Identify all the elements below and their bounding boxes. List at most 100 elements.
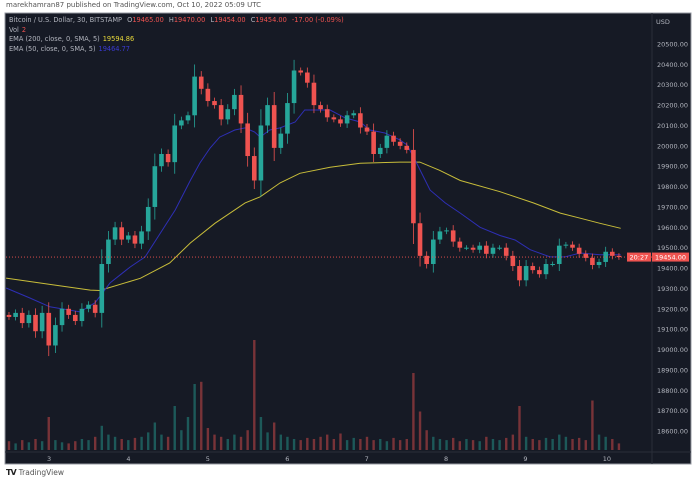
- volume-bar: [312, 439, 316, 450]
- volume-bar: [345, 440, 349, 450]
- candle-body: [344, 115, 350, 124]
- candle: [265, 97, 270, 134]
- volume-bar: [577, 437, 581, 450]
- candle: [397, 138, 403, 150]
- candle: [384, 130, 390, 154]
- candle-body: [33, 314, 38, 332]
- volume-legend[interactable]: Vol 2: [9, 26, 29, 34]
- volume-bar: [259, 417, 263, 450]
- tradingview-footer[interactable]: TV TradingView: [6, 468, 64, 477]
- y-tick-label: 19300.00: [657, 285, 688, 293]
- candle-body: [397, 141, 403, 146]
- ohlc-high: H19470.00: [169, 16, 205, 24]
- candle-body: [457, 241, 463, 248]
- candle: [285, 92, 290, 144]
- candle-body: [218, 105, 224, 120]
- volume-bar: [425, 430, 428, 450]
- volume-bar: [93, 436, 97, 450]
- volume-bar: [485, 436, 488, 450]
- candle: [351, 110, 357, 119]
- volume-bar: [186, 417, 190, 450]
- ema200-label: EMA (200, close, 0, SMA, 5): [9, 35, 100, 43]
- candle: [537, 266, 542, 278]
- volume-bar: [551, 439, 554, 450]
- volume-bar: [173, 406, 176, 450]
- candle-body: [424, 255, 429, 264]
- volume-bar: [558, 434, 561, 450]
- low-label: L: [210, 16, 215, 24]
- candle-body: [510, 255, 516, 267]
- candle-body: [285, 103, 290, 134]
- candle-body: [172, 125, 178, 163]
- candle: [298, 67, 303, 76]
- candle: [13, 309, 18, 321]
- candle: [291, 59, 297, 114]
- x-tick-label: 9: [523, 455, 527, 463]
- volume-bar: [253, 340, 256, 450]
- volume-bar: [60, 442, 64, 450]
- volume-bar: [47, 417, 50, 450]
- candle: [39, 305, 45, 339]
- volume-bar: [246, 430, 249, 450]
- volume-bar: [226, 439, 229, 450]
- candle-body: [517, 266, 522, 281]
- volume-bar: [54, 440, 57, 450]
- price-axis[interactable]: 20500.00 20400.00 20300.00 20200.00 20100.00…: [657, 41, 688, 436]
- symbol-legend[interactable]: Bitcoin / U.S. Dollar, 30, BITSTAMP O194…: [9, 16, 347, 24]
- candle-body: [596, 261, 602, 266]
- ema50-value: 19464.77: [98, 45, 130, 53]
- x-tick-label: 5: [206, 455, 210, 463]
- candle: [570, 241, 575, 251]
- volume-bar: [617, 443, 621, 450]
- candle: [377, 143, 383, 158]
- volume-bar: [544, 437, 548, 450]
- candle: [53, 317, 58, 354]
- candle: [424, 251, 429, 269]
- countdown-badge: 20:27: [627, 252, 651, 262]
- ohlc-low: L19454.00: [210, 16, 245, 24]
- candle-body: [278, 133, 284, 148]
- candle: [159, 148, 164, 172]
- candle: [179, 116, 184, 130]
- candle: [79, 303, 85, 327]
- candle-body: [39, 312, 45, 332]
- symbol-name: Bitcoin / U.S. Dollar, 30, BITSTAMP: [9, 16, 122, 24]
- candle: [411, 129, 416, 245]
- candle-body: [106, 239, 111, 264]
- volume-label: Vol: [9, 26, 19, 34]
- time-axis[interactable]: 3 4 5 6 7 8 9 10: [47, 455, 611, 463]
- ema200-legend[interactable]: EMA (200, close, 0, SMA, 5) 19594.86: [9, 35, 137, 43]
- x-tick-label: 6: [285, 455, 289, 463]
- volume-bar: [584, 440, 587, 450]
- candle-body: [338, 119, 343, 124]
- candle: [185, 111, 191, 125]
- candle-body: [324, 109, 330, 118]
- candle: [464, 245, 469, 251]
- volume-bar: [451, 437, 455, 450]
- candle-body: [59, 308, 65, 326]
- volume-bar: [398, 440, 402, 450]
- ema50-legend[interactable]: EMA (50, close, 0, SMA, 5) 19464.77: [9, 45, 133, 53]
- candle-body: [198, 76, 204, 89]
- close-value: 19454.00: [255, 16, 287, 24]
- candle: [251, 147, 257, 190]
- candle: [46, 302, 52, 357]
- candle: [106, 230, 111, 273]
- volume-bar: [491, 439, 495, 450]
- candle: [497, 245, 502, 251]
- volume-bar: [166, 436, 170, 450]
- volume-bar: [365, 436, 369, 450]
- volume-bar: [292, 439, 296, 450]
- candle: [232, 88, 237, 116]
- y-tick-label: 18700.00: [657, 407, 688, 415]
- candle-body: [603, 251, 608, 262]
- volume-bar: [153, 422, 157, 450]
- candle: [132, 230, 138, 249]
- candle-body: [86, 304, 91, 309]
- volume-bar: [306, 437, 309, 450]
- volume-bar: [471, 440, 475, 450]
- candle: [530, 262, 536, 274]
- candle: [437, 226, 443, 245]
- y-tick-label: 20500.00: [657, 41, 688, 49]
